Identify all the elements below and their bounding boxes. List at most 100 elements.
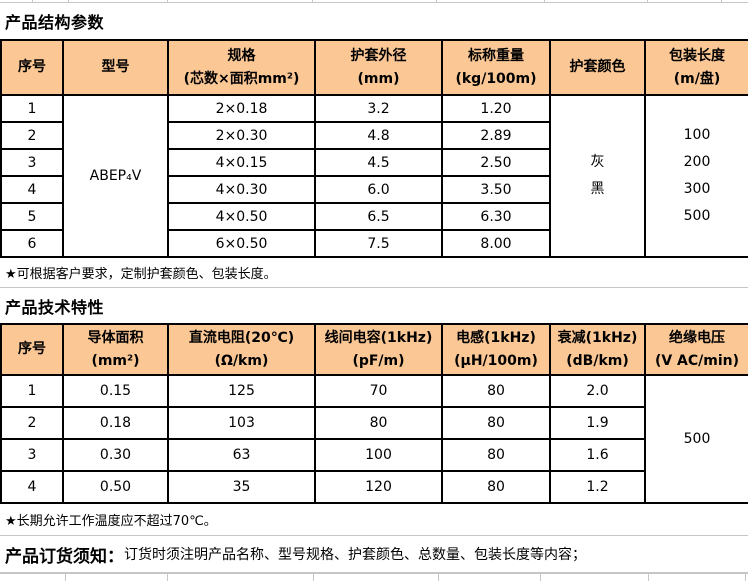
col-header-sheath-color: 护套颜色 xyxy=(549,39,646,96)
structure-table: 序号 型号 规格 (芯数×面积mm²) 护套外径 (mm) 标称重量 (kg/100m… xyxy=(0,39,748,258)
cell-attenuation: 2.0 xyxy=(549,374,646,408)
col-header-dc-resistance: 直流电阻(20℃) (Ω/km) xyxy=(167,323,316,376)
order-notice: 产品订货须知： 订货时须注明产品名称、型号规格、护套颜色、总数量、包装长度等内容； xyxy=(0,536,748,573)
cell-no: 5 xyxy=(0,202,64,231)
col-header-inductance: 电感(1kHz) (μH/100m) xyxy=(441,323,551,376)
header-line1: 护套颜色 xyxy=(569,59,626,75)
col-header-weight: 标称重量 (kg/100m) xyxy=(441,39,551,96)
cell-spec: 6×0.50 xyxy=(167,229,316,258)
header-line1: 线间电容(1kHz) xyxy=(324,329,433,346)
sheath-color-value: 黑 xyxy=(590,181,605,197)
cell-attenuation: 1.6 xyxy=(549,438,646,472)
grid-tick xyxy=(32,0,33,2)
cell-weight: 8.00 xyxy=(441,229,551,258)
cell-capacitance: 70 xyxy=(314,374,443,408)
cell-spec: 4×0.15 xyxy=(167,148,316,177)
cell-pack-lengths: 100 200 300 500 xyxy=(644,94,748,258)
cell-no: 3 xyxy=(0,148,64,177)
pack-length-value: 300 xyxy=(683,181,711,197)
pack-length-value: 500 xyxy=(683,208,711,224)
grid-tick xyxy=(544,0,545,2)
cell-weight: 3.50 xyxy=(441,175,551,204)
cell-area: 0.18 xyxy=(62,406,169,440)
cell-spec: 2×0.18 xyxy=(167,94,316,123)
col-header-no: 序号 xyxy=(0,323,64,376)
grid-tick xyxy=(68,0,69,2)
cell-od: 7.5 xyxy=(314,229,443,258)
col-header-conductor-area: 导体面积 (mm²) xyxy=(62,323,169,376)
table-row: 3 4×0.15 4.5 2.50 xyxy=(0,148,748,177)
custom-order-note: ★可根据客户要求，定制护套颜色、包装长度。 xyxy=(0,258,748,288)
col-header-pack-length: 包装长度 (m/盘) xyxy=(644,39,748,96)
cell-spec: 4×0.50 xyxy=(167,202,316,231)
cell-no: 6 xyxy=(0,229,64,258)
cell-spec: 2×0.30 xyxy=(167,121,316,150)
cell-model: ABEP₄V xyxy=(62,94,169,258)
cell-no: 1 xyxy=(0,94,64,123)
cell-weight: 2.89 xyxy=(441,121,551,150)
col-header-attenuation: 衰减(1kHz) (dB/km) xyxy=(549,323,646,376)
cell-capacitance: 80 xyxy=(314,406,443,440)
table-row: 3 0.30 63 100 80 1.6 xyxy=(0,438,748,472)
cell-resistance: 103 xyxy=(167,406,316,440)
header-line1: 包装长度 xyxy=(669,47,725,64)
cell-weight: 2.50 xyxy=(441,148,551,177)
header-line1: 电感(1kHz) xyxy=(456,329,536,346)
grid-tick xyxy=(167,0,168,2)
table-row: 4 0.50 35 120 80 1.2 xyxy=(0,470,748,504)
grid-tick xyxy=(721,0,722,2)
header-line2: (pF/m) xyxy=(352,352,405,369)
col-header-insulation-voltage: 绝缘电压 (V AC/min) xyxy=(644,323,748,376)
cell-inductance: 80 xyxy=(441,438,551,472)
table-row: 2 2×0.30 4.8 2.89 xyxy=(0,121,748,150)
cell-no: 2 xyxy=(0,406,64,440)
table-row: 6 6×0.50 7.5 8.00 xyxy=(0,229,748,258)
order-notice-text: 订货时须注明产品名称、型号规格、护套颜色、总数量、包装长度等内容； xyxy=(124,547,586,563)
header-line2: (dB/km) xyxy=(566,352,629,369)
table-row: 4 4×0.30 6.0 3.50 xyxy=(0,175,748,204)
table-row: 1 ABEP₄V 2×0.18 3.2 1.20 灰 黑 100 200 300… xyxy=(0,94,748,258)
sheet-gridline-bottom xyxy=(0,573,748,581)
cell-attenuation: 1.2 xyxy=(549,470,646,504)
sheet-gridline-top xyxy=(0,0,748,3)
cell-attenuation: 1.9 xyxy=(549,406,646,440)
structure-header-row: 序号 型号 规格 (芯数×面积mm²) 护套外径 (mm) 标称重量 (kg/100m… xyxy=(0,39,748,96)
grid-tick xyxy=(312,0,313,2)
order-notice-label: 产品订货须知： xyxy=(5,546,124,567)
grid-tick xyxy=(647,0,648,2)
cell-no: 3 xyxy=(0,438,64,472)
header-line1: 绝缘电压 xyxy=(669,329,725,346)
cell-od: 4.8 xyxy=(314,121,443,150)
cell-area: 0.30 xyxy=(62,438,169,472)
header-line1: 直流电阻(20℃) xyxy=(188,329,295,346)
header-line1: 规格 xyxy=(227,47,256,64)
cell-weight: 1.20 xyxy=(441,94,551,123)
tech-table: 序号 导体面积 (mm²) 直流电阻(20℃) (Ω/km) 线间电容(1kHz) (… xyxy=(0,323,748,504)
cell-inductance: 80 xyxy=(441,406,551,440)
col-header-model: 型号 xyxy=(62,39,169,96)
cell-no: 2 xyxy=(0,121,64,150)
cell-insulation-voltage: 500 xyxy=(644,374,748,504)
col-header-no: 序号 xyxy=(0,39,64,96)
header-line2: (V AC/min) xyxy=(654,352,740,369)
cell-area: 0.15 xyxy=(62,374,169,408)
cell-no: 1 xyxy=(0,374,64,408)
header-line1: 序号 xyxy=(18,59,46,75)
cell-capacitance: 100 xyxy=(314,438,443,472)
sheath-color-value: 灰 xyxy=(590,154,605,170)
table-row: 5 4×0.50 6.5 6.30 xyxy=(0,202,748,231)
cell-area: 0.50 xyxy=(62,470,169,504)
header-line1: 序号 xyxy=(18,341,46,357)
cell-no: 4 xyxy=(0,470,64,504)
cell-od: 6.5 xyxy=(314,202,443,231)
grid-tick xyxy=(436,0,437,2)
header-line2: (芯数×面积mm²) xyxy=(183,70,300,87)
table-row: 1 0.15 125 70 80 2.0 500 xyxy=(0,374,748,504)
cell-resistance: 125 xyxy=(167,374,316,408)
header-line2: (kg/100m) xyxy=(455,70,537,87)
header-line1: 衰减(1kHz) xyxy=(557,329,638,346)
cell-od: 3.2 xyxy=(314,94,443,123)
table-row: 2 0.18 103 80 80 1.9 xyxy=(0,406,748,440)
pack-length-value: 200 xyxy=(683,154,711,170)
cell-no: 4 xyxy=(0,175,64,204)
